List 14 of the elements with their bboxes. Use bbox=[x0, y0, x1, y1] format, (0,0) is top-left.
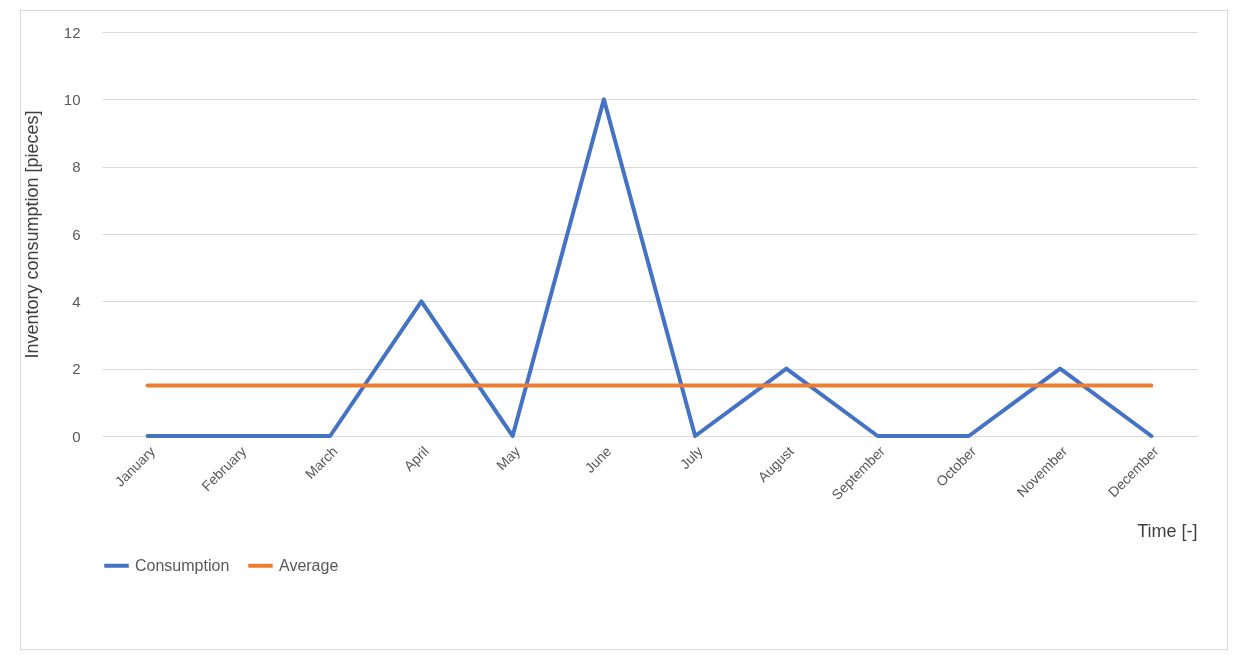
legend-label: Average bbox=[279, 556, 339, 574]
x-tick-label: July bbox=[676, 443, 706, 473]
y-tick-label: 2 bbox=[72, 360, 81, 378]
y-tick-label: 0 bbox=[72, 427, 81, 445]
y-tick-label: 12 bbox=[63, 23, 81, 41]
y-axis-title: Inventory consumption [pieces] bbox=[21, 110, 42, 359]
y-tick-label: 10 bbox=[63, 90, 81, 108]
y-tick-label: 8 bbox=[72, 158, 81, 176]
y-tick-label: 6 bbox=[72, 225, 81, 243]
line-series bbox=[145, 97, 1154, 438]
x-tick-label: May bbox=[493, 443, 524, 474]
y-tick-label: 4 bbox=[72, 292, 81, 310]
x-axis-title: Time [-] bbox=[1137, 520, 1198, 541]
legend-label: Consumption bbox=[135, 556, 230, 574]
